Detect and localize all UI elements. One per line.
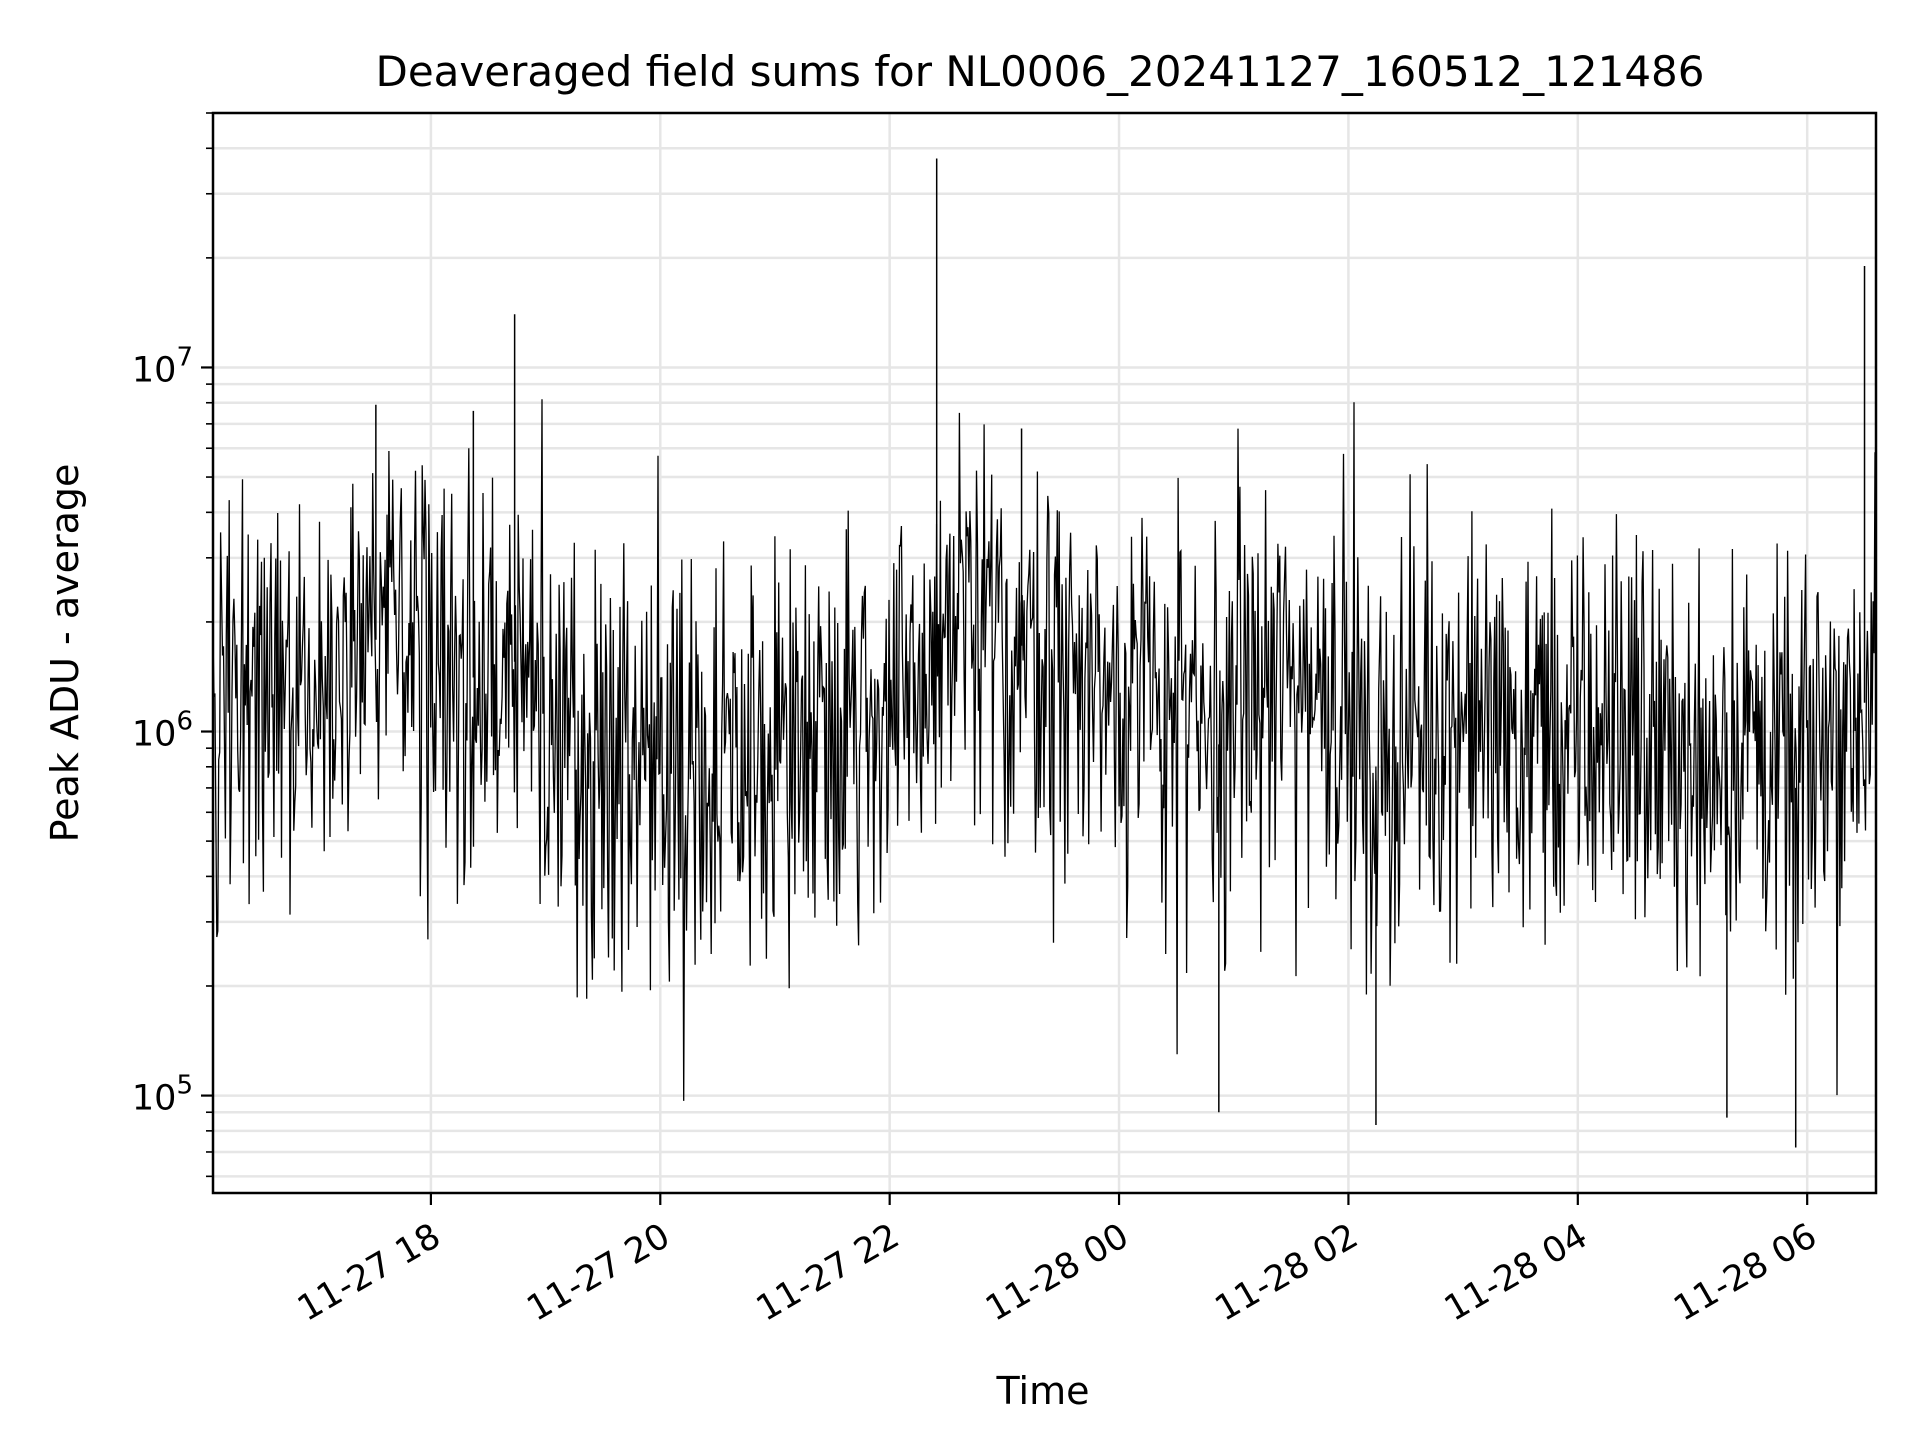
x-tick-label: 11-28 04 [1438, 1216, 1594, 1329]
y-tick-exponent: 7 [176, 342, 193, 372]
y-axis-label: Peak ADU - average [43, 464, 87, 843]
y-tick-exponent: 6 [176, 707, 193, 737]
y-tick-label: 106 [132, 707, 193, 755]
y-tick-base: 10 [132, 350, 177, 390]
series-line [212, 399, 1877, 1101]
y-tick-base: 10 [132, 1079, 177, 1119]
y-tick-label: 107 [132, 342, 193, 390]
x-tick-label: 11-27 22 [750, 1216, 906, 1329]
y-tick-base: 10 [132, 715, 177, 755]
x-tick-label: 11-27 18 [291, 1216, 447, 1329]
plot-frame [211, 111, 1878, 1195]
series-group [212, 158, 1877, 1148]
y-tick-label: 105 [132, 1071, 193, 1119]
x-tick-label: 11-28 06 [1667, 1216, 1823, 1329]
x-tick-label: 11-27 20 [520, 1216, 676, 1329]
x-tick-label: 11-28 00 [979, 1216, 1135, 1329]
x-axis-label: Time [996, 1369, 1090, 1413]
x-axis: 11-27 18 11-27 20 11-27 22 11-28 00 11-28 02… [291, 1193, 1824, 1329]
x-tick-label: 11-28 02 [1209, 1216, 1365, 1329]
chart-title: Deaveraged field sums for NL0006_2024112… [376, 47, 1705, 96]
y-tick-exponent: 5 [176, 1071, 193, 1101]
